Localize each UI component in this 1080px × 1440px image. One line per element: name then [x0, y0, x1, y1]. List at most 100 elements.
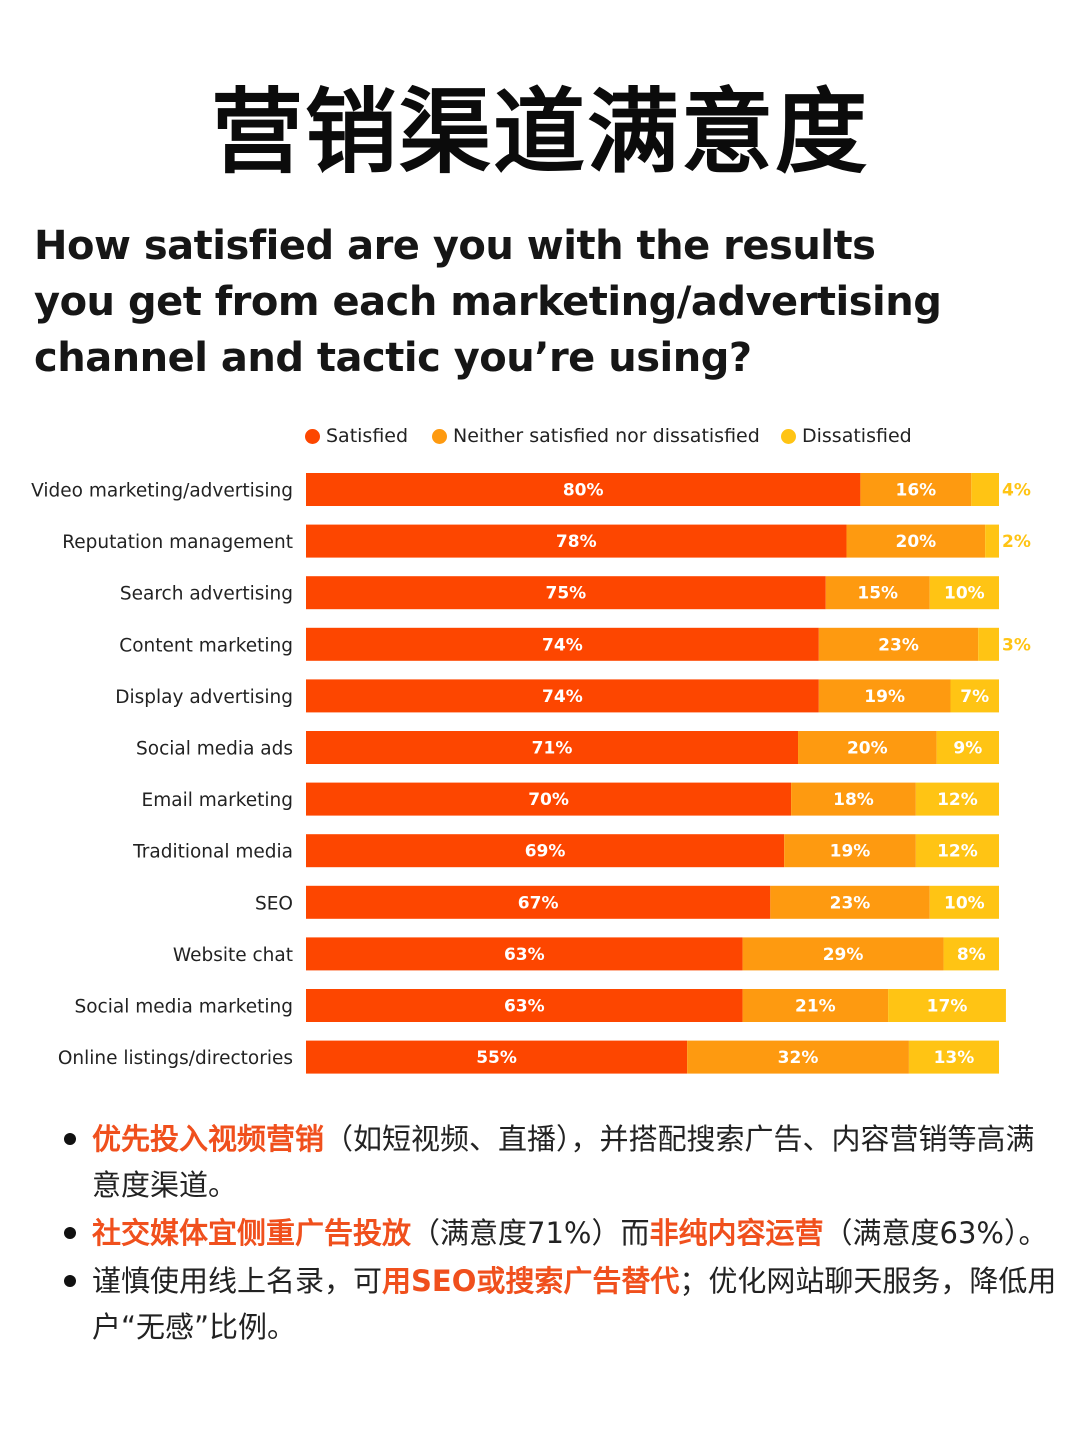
legend-swatch-dissatisfied — [781, 428, 796, 444]
bar-segment-satisfied — [306, 782, 792, 816]
legend-swatch-satisfied — [305, 428, 320, 444]
question-line: you get from each marketing/advertising — [34, 279, 942, 325]
data-label: 3% — [1002, 635, 1031, 655]
data-label: 15% — [857, 584, 898, 604]
stacked-bar-chart: Video marketing/advertising 80% 16% 4% Reput… — [31, 473, 1031, 1074]
bar-segment-satisfied — [306, 885, 771, 919]
bar-row-display-advertising: Display advertising 74% 19% 7% — [115, 679, 999, 713]
note-text: ；优化网站聊天服务，降低用户“无感”比例。 — [92, 1264, 1057, 1344]
category-label: SEO — [255, 893, 293, 914]
bar-segment-neither — [818, 679, 951, 713]
legend-item-dissatisfied: Dissatisfied — [781, 423, 912, 449]
bullet-icon — [64, 1227, 76, 1239]
legend-label: Neither satisfied nor dissatisfied — [453, 425, 760, 447]
data-label: 12% — [937, 790, 978, 810]
note-text: （如短视频、直播），并搭配搜索广告、内容营销等高满意度渠道。 — [92, 1122, 1035, 1202]
takeaway-item: 谨慎使用线上名录，可用SEO或搜索广告替代；优化网站聊天服务，降低用户“无感”比… — [62, 1258, 1062, 1350]
data-label: 20% — [895, 532, 936, 552]
data-label: 74% — [542, 687, 583, 707]
data-label: 78% — [556, 532, 597, 552]
bar-segment-neither — [798, 731, 937, 764]
category-label: Email marketing — [142, 790, 293, 811]
data-label: 75% — [546, 584, 587, 604]
legend-label: Dissatisfied — [802, 425, 912, 447]
data-label: 71% — [532, 739, 573, 759]
bar-segment-satisfied — [306, 989, 743, 1022]
data-label: 55% — [476, 1048, 517, 1068]
bar-segment-dissatisfied — [888, 989, 1006, 1022]
bar-segment-satisfied — [306, 834, 785, 868]
category-label: Social media ads — [136, 739, 293, 760]
data-label: 19% — [830, 842, 871, 862]
takeaway-item: 优先投入视频营销（如短视频、直播），并搭配搜索广告、内容营销等高满意度渠道。 — [62, 1116, 1062, 1208]
question-line: How satisfied are you with the results — [34, 223, 876, 269]
data-label: 18% — [833, 790, 874, 810]
bar-segment-neither — [784, 834, 916, 868]
bullet-icon — [64, 1133, 76, 1145]
bar-segment-dissatisfied — [915, 834, 999, 868]
page-title: 营销渠道满意度 — [210, 78, 869, 186]
bar-segment-satisfied — [306, 1040, 688, 1074]
data-label: 32% — [778, 1048, 819, 1068]
data-label: 10% — [944, 584, 985, 604]
bar-row-social-media-ads: Social media ads 71% 20% 9% — [136, 731, 999, 764]
category-label: Traditional media — [132, 842, 293, 863]
takeaway-item: 社交媒体宜侧重广告投放（满意度71%）而非纯内容运营（满意度63%）。 — [62, 1210, 1062, 1256]
chart-question: How satisfied are you with the results y… — [34, 218, 1054, 386]
data-label: 8% — [957, 945, 986, 965]
bullet-icon — [64, 1275, 76, 1287]
bar-row-search-advertising: Search advertising 75% 15% 10% — [120, 576, 999, 610]
data-label: 69% — [525, 842, 566, 862]
bar-segment-dissatisfied — [929, 885, 999, 919]
bar-segment-satisfied — [306, 576, 826, 610]
bar-segment-neither — [818, 627, 979, 661]
highlight-text: 优先投入视频营销 — [92, 1122, 325, 1156]
bar-row-website-chat: Website chat 63% 29% 8% — [173, 937, 999, 971]
bar-row-online-listings-directories: Online listings/directories 55% 32% 13% — [58, 1040, 999, 1074]
data-label: 12% — [937, 842, 978, 862]
data-label: 9% — [953, 739, 982, 759]
data-label: 80% — [563, 481, 604, 501]
data-label: 13% — [934, 1048, 975, 1068]
category-label: Website chat — [173, 945, 293, 966]
bar-segment-neither — [687, 1040, 909, 1074]
legend-label: Satisfied — [326, 425, 409, 447]
bar-segment-dissatisfied — [936, 731, 999, 764]
data-label: 2% — [1002, 532, 1031, 552]
bar-segment-dissatisfied — [943, 937, 999, 971]
bar-segment-satisfied — [306, 731, 799, 764]
note-text: （满意度71%）而 — [411, 1216, 650, 1250]
note-text: （满意度63%）。 — [823, 1216, 1048, 1250]
bar-segment-neither — [846, 524, 986, 558]
bar-segment-satisfied — [306, 937, 743, 971]
bar-segment-neither — [770, 885, 930, 919]
bar-segment-neither — [791, 782, 916, 816]
highlight-text: 用SEO或搜索广告替代 — [382, 1264, 680, 1298]
bar-segment-satisfied — [306, 524, 847, 558]
data-label: 10% — [944, 893, 985, 913]
data-label: 17% — [927, 997, 968, 1017]
category-label: Reputation management — [62, 532, 293, 553]
bar-row-email-marketing: Email marketing 70% 18% 12% — [142, 782, 999, 816]
highlight-text: 非纯内容运营 — [649, 1216, 824, 1250]
legend-item-neither: Neither satisfied nor dissatisfied — [432, 423, 760, 449]
data-label: 67% — [518, 893, 559, 913]
bar-segment-dissatisfied — [929, 576, 999, 610]
data-label: 21% — [795, 997, 836, 1017]
data-label: 16% — [895, 481, 936, 501]
bar-segment-satisfied — [306, 627, 819, 661]
bar-segment-neither — [742, 989, 889, 1022]
data-label: 4% — [1002, 481, 1031, 501]
data-label: 23% — [878, 635, 919, 655]
category-label: Content marketing — [119, 635, 293, 656]
highlight-text: 社交媒体宜侧重广告投放 — [92, 1216, 412, 1250]
question-line: channel and tactic you’re using? — [34, 335, 752, 381]
data-label: 63% — [504, 997, 545, 1017]
data-label: 20% — [847, 739, 888, 759]
bar-segment-dissatisfied — [908, 1040, 999, 1074]
category-label: Social media marketing — [75, 997, 294, 1018]
legend-swatch-neither — [432, 428, 447, 444]
bar-row-social-media-marketing: Social media marketing 63% 21% 17% — [75, 989, 1006, 1022]
bar-segment-dissatisfied — [985, 524, 999, 558]
data-label: 19% — [864, 687, 905, 707]
